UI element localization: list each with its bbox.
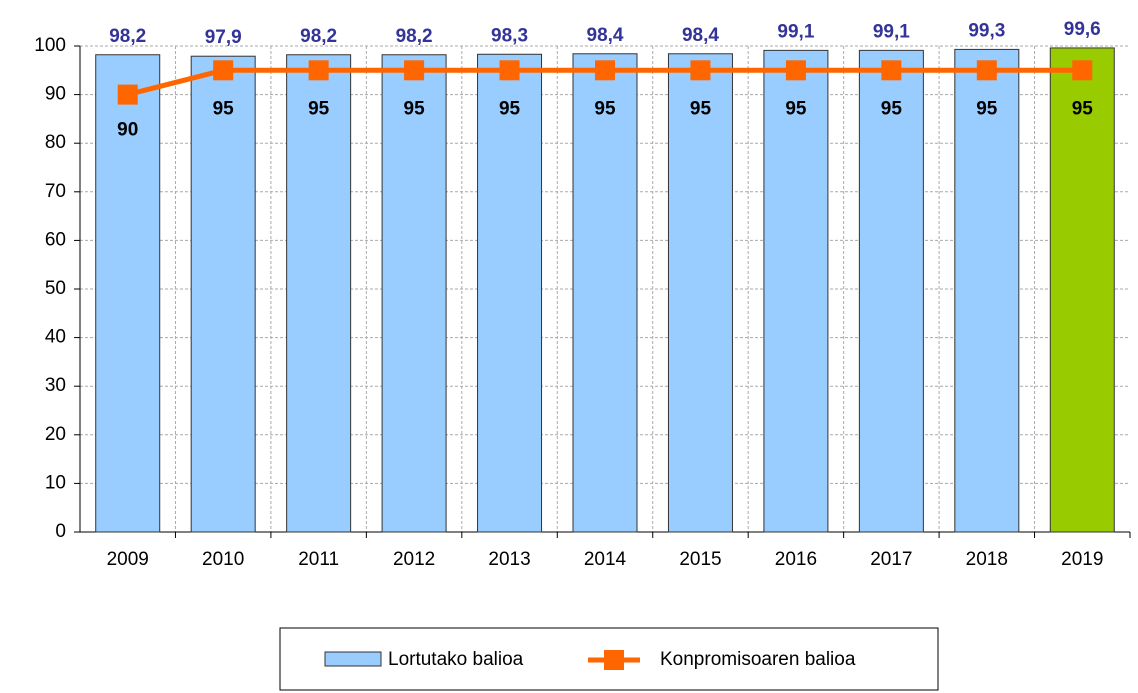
line-value-label: 95 — [976, 98, 998, 119]
bar — [763, 49, 829, 533]
x-tick-label: 2019 — [1061, 549, 1103, 570]
bar-value-label: 98,3 — [491, 25, 528, 46]
line-marker — [976, 60, 997, 81]
line-marker — [785, 60, 806, 81]
bar — [190, 55, 256, 533]
bar — [477, 53, 543, 533]
bar-value-label: 98,4 — [587, 25, 624, 46]
x-tick-label: 2011 — [298, 549, 339, 570]
line-value-label: 95 — [881, 98, 903, 119]
x-tick-label: 2015 — [679, 549, 721, 570]
line-value-label: 95 — [690, 98, 712, 119]
x-tick-label: 2013 — [488, 549, 530, 570]
line-value-label: 95 — [785, 98, 807, 119]
x-tick-label: 2012 — [393, 549, 435, 570]
legend-label: Lortutako balioa — [388, 649, 524, 670]
line-marker — [213, 60, 234, 81]
bar — [1049, 47, 1115, 533]
line-marker — [117, 84, 138, 105]
bar-value-label: 98,4 — [682, 25, 719, 46]
bar-value-label: 98,2 — [396, 26, 433, 47]
line-value-label: 95 — [404, 98, 426, 119]
y-tick-label: 0 — [55, 521, 66, 542]
bar-value-label: 98,2 — [300, 26, 337, 47]
line-marker — [308, 60, 329, 81]
x-tick-label: 2014 — [584, 549, 627, 570]
line-value-label: 95 — [1072, 98, 1094, 119]
x-tick-label: 2010 — [202, 549, 244, 570]
bar — [572, 53, 638, 533]
line-marker — [595, 60, 615, 81]
line-marker — [404, 60, 425, 81]
bar-value-label: 98,2 — [109, 26, 146, 47]
legend-swatch — [324, 651, 382, 667]
x-tick-label: 2009 — [107, 549, 149, 570]
line-value-label: 95 — [308, 98, 330, 119]
line-marker — [499, 60, 520, 81]
bar — [381, 54, 447, 533]
y-tick-label: 100 — [34, 35, 66, 56]
bar-value-label: 99,1 — [873, 21, 910, 42]
y-tick-label: 30 — [45, 375, 66, 396]
bar — [667, 53, 733, 533]
bar — [286, 54, 352, 533]
y-tick-label: 50 — [45, 278, 66, 299]
y-tick-label: 60 — [45, 229, 66, 250]
line-marker — [1072, 60, 1093, 81]
y-tick-label: 20 — [45, 424, 66, 445]
line-value-label: 90 — [117, 120, 138, 141]
bar-value-label: 97,9 — [205, 27, 242, 48]
bar — [858, 49, 924, 533]
line-value-label: 95 — [213, 98, 235, 119]
y-tick-label: 70 — [45, 181, 66, 202]
y-tick-label: 80 — [45, 132, 66, 153]
legend-marker — [604, 650, 624, 670]
line-value-label: 95 — [499, 98, 521, 119]
y-tick-label: 90 — [45, 84, 66, 105]
bar-value-label: 99,1 — [777, 21, 814, 42]
bar-value-label: 99,6 — [1064, 19, 1101, 40]
line-marker — [690, 60, 711, 81]
bar — [95, 54, 161, 533]
y-tick-label: 10 — [45, 472, 66, 493]
x-tick-label: 2018 — [966, 549, 1008, 570]
line-marker — [881, 60, 902, 81]
y-tick-label: 40 — [45, 327, 66, 348]
line-value-label: 95 — [594, 98, 616, 119]
x-tick-label: 2017 — [870, 549, 912, 570]
bar-value-label: 99,3 — [968, 20, 1005, 41]
bar — [954, 48, 1020, 533]
x-tick-label: 2016 — [775, 549, 817, 570]
legend-label: Konpromisoaren balioa — [660, 649, 856, 670]
